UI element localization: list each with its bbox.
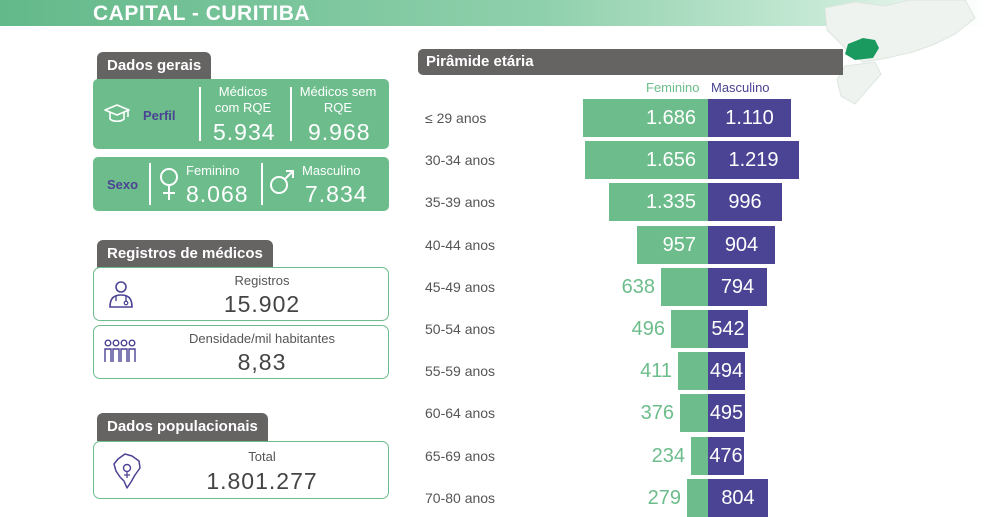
registros-value: 15.902 (223, 291, 301, 317)
data-label-feminino: 1.656 (645, 149, 696, 171)
age-label: ≤ 29 anos (425, 110, 487, 126)
doctor-icon (109, 281, 133, 308)
female-symbol-icon (160, 168, 178, 200)
data-label-feminino: 1.335 (645, 191, 696, 213)
bar-masculino (708, 183, 782, 221)
bar-feminino (585, 141, 708, 179)
data-label-masculino: 794 (720, 276, 755, 298)
age-label: 50-54 anos (425, 321, 496, 337)
bar-feminino (671, 310, 708, 348)
bar-masculino (708, 268, 767, 306)
bar-masculino (708, 226, 775, 264)
populacionais-title: Dados populacionais (97, 413, 268, 441)
age-label: 60-64 anos (425, 405, 496, 421)
sem-rqe-value: 9.968 (308, 119, 371, 145)
bar-masculino (708, 310, 748, 348)
com-rqe-value: 5.934 (213, 119, 276, 145)
densidade-value: 8,83 (237, 349, 287, 375)
bar-feminino (678, 352, 708, 390)
legend-feminino: Feminino (646, 80, 700, 95)
divider (149, 163, 151, 205)
feminino-label: Feminino (186, 163, 240, 178)
bar-masculino (708, 352, 745, 390)
data-label-masculino: 494 (709, 360, 744, 382)
data-label-feminino: 638 (621, 276, 655, 298)
sexo-label: Sexo (107, 177, 139, 192)
divider (290, 87, 292, 141)
age-label: 65-69 anos (425, 448, 496, 464)
bar-feminino (609, 183, 708, 221)
data-label-feminino: 957 (662, 234, 696, 256)
people-group-icon (104, 339, 136, 362)
registros-title: Registros de médicos (97, 240, 273, 268)
data-label-masculino: 804 (721, 487, 755, 509)
masculino-label: Masculino (302, 163, 361, 178)
chart-title: Pirâmide etária (418, 49, 843, 75)
top-banner (0, 0, 986, 26)
total-value: 1.801.277 (206, 468, 318, 494)
data-label-feminino: 279 (647, 487, 681, 509)
data-label-masculino: 476 (709, 445, 743, 467)
brazil-map-icon (113, 453, 141, 489)
bar-masculino (708, 437, 744, 475)
registros-label: Registros (234, 273, 290, 288)
densidade-label: Densidade/mil habitantes (189, 331, 335, 346)
age-label: 45-49 anos (425, 279, 496, 295)
total-label: Total (248, 449, 276, 464)
bar-feminino (583, 99, 708, 137)
bar-masculino (708, 141, 799, 179)
bar-feminino (637, 226, 708, 264)
data-label-feminino: 234 (651, 445, 685, 467)
feminino-value: 8.068 (186, 181, 249, 207)
data-label-masculino: 996 (728, 191, 762, 213)
data-label-masculino: 1.110 (725, 107, 774, 129)
data-label-feminino: 411 (640, 360, 672, 382)
data-label-masculino: 1.219 (728, 149, 779, 171)
data-label-feminino: 496 (631, 318, 665, 340)
registros-card: Registros 15.902 (93, 267, 389, 321)
parana-map-icon (824, 0, 976, 105)
data-label-masculino: 542 (711, 318, 745, 340)
com-rqe-label: Médicos com RQE (214, 84, 272, 115)
bar-masculino (708, 394, 745, 432)
sem-rqe-label: Médicos sem RQE (299, 84, 377, 115)
male-symbol-icon (270, 170, 294, 194)
data-label-feminino: 376 (640, 402, 674, 424)
age-label: 70-80 anos (425, 490, 496, 506)
perfil-label: Perfil (143, 108, 176, 123)
sexo-card: Sexo Feminino 8.068 Masculino 7.834 (93, 157, 389, 211)
age-label: 35-39 anos (425, 194, 496, 210)
populacao-card: Total 1.801.277 (93, 441, 389, 499)
age-label: 55-59 anos (425, 363, 496, 379)
age-label: 30-34 anos (425, 152, 496, 168)
data-label-masculino: 904 (724, 234, 759, 256)
bar-feminino (661, 268, 708, 306)
legend-masculino: Masculino (711, 80, 770, 95)
graduation-cap-icon (104, 104, 130, 123)
divider (199, 87, 201, 141)
perfil-card: Perfil Médicos com RQE 5.934 Médicos sem… (93, 79, 389, 149)
bar-feminino (680, 394, 708, 432)
masculino-value: 7.834 (305, 181, 368, 207)
bar-masculino (708, 99, 791, 137)
densidade-card: Densidade/mil habitantes 8,83 (93, 325, 389, 379)
bar-feminino (691, 437, 708, 475)
page-title: CAPITAL - CURITIBA (93, 2, 311, 25)
dados-gerais-title: Dados gerais (97, 52, 212, 80)
age-label: 40-44 anos (425, 237, 496, 253)
data-label-feminino: 1.686 (645, 107, 696, 129)
data-label-masculino: 495 (709, 402, 744, 424)
bar-feminino (687, 479, 708, 517)
divider (261, 163, 263, 205)
